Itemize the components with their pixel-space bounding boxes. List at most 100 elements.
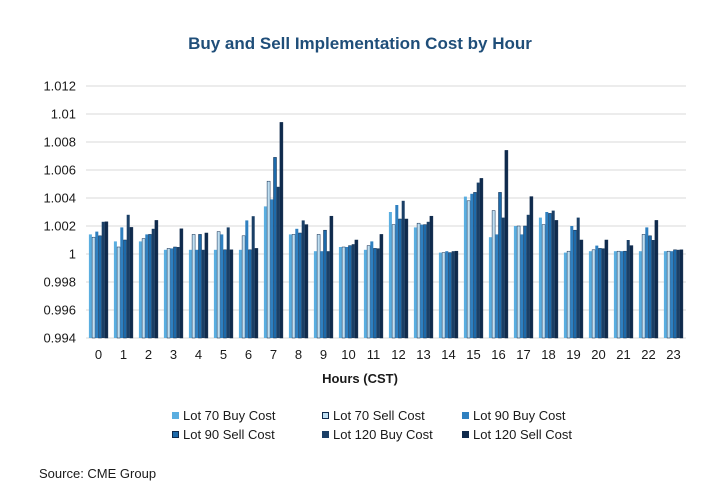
bar-lot-70-buy-cost-hour-11 — [363, 249, 367, 338]
bar-lot-120-buy-cost-hour-9 — [326, 251, 330, 338]
bar-lot-90-buy-cost-hour-12 — [395, 205, 399, 338]
bar-lot-70-sell-cost-hour-4 — [191, 234, 196, 339]
bar-lot-120-sell-cost-hour-11 — [379, 234, 384, 339]
x-tick-label: 17 — [516, 347, 530, 362]
x-tick-label: 23 — [666, 347, 680, 362]
bar-lot-70-buy-cost-hour-6 — [238, 249, 242, 338]
bar-lot-90-buy-cost-hour-14 — [445, 251, 449, 338]
bar-lot-70-buy-cost-hour-19 — [563, 252, 567, 338]
bar-lot-90-buy-cost-hour-16 — [495, 234, 499, 338]
bar-lot-120-buy-cost-hour-12 — [401, 200, 405, 338]
bar-lot-90-buy-cost-hour-4 — [195, 249, 199, 338]
bar-lot-90-buy-cost-hour-22 — [645, 227, 649, 338]
bar-lot-90-buy-cost-hour-21 — [620, 251, 624, 338]
bar-lot-90-sell-cost-hour-2 — [148, 234, 152, 339]
bar-lot-70-sell-cost-hour-23 — [666, 250, 671, 339]
bar-lot-120-sell-cost-hour-20 — [604, 239, 609, 339]
bar-lot-120-sell-cost-hour-23 — [679, 249, 684, 339]
bar-lot-90-buy-cost-hour-11 — [370, 241, 374, 338]
bar-lot-120-buy-cost-hour-7 — [276, 186, 280, 338]
bar-lot-90-buy-cost-hour-3 — [170, 248, 174, 338]
x-tick-label: 19 — [566, 347, 580, 362]
bar-lot-120-sell-cost-hour-6 — [254, 248, 259, 339]
bar-lot-70-sell-cost-hour-9 — [316, 234, 321, 339]
bar-lot-70-sell-cost-hour-21 — [616, 250, 621, 339]
bar-lot-90-sell-cost-hour-7 — [273, 157, 277, 339]
bar-lot-120-sell-cost-hour-0 — [104, 221, 109, 339]
bar-lot-70-sell-cost-hour-1 — [116, 246, 121, 339]
bar-lot-120-buy-cost-hour-6 — [251, 216, 255, 338]
x-tick-label: 1 — [120, 347, 127, 362]
bar-lot-120-buy-cost-hour-3 — [176, 247, 180, 338]
x-tick-label: 9 — [320, 347, 327, 362]
legend-item: Lot 120 Buy Cost — [322, 425, 462, 443]
bar-lot-120-buy-cost-hour-21 — [626, 240, 630, 338]
legend-swatch — [322, 411, 329, 419]
legend-label: Lot 70 Buy Cost — [183, 407, 276, 423]
bar-lot-70-buy-cost-hour-16 — [488, 237, 492, 338]
bar-lot-70-buy-cost-hour-23 — [663, 251, 667, 338]
bar-lot-120-sell-cost-hour-4 — [204, 232, 209, 339]
bar-lot-120-buy-cost-hour-2 — [151, 228, 155, 338]
bar-lot-90-buy-cost-hour-13 — [420, 224, 424, 338]
bar-lot-120-buy-cost-hour-23 — [676, 249, 680, 338]
bar-lot-70-buy-cost-hour-4 — [188, 249, 192, 338]
bar-lot-90-sell-cost-hour-12 — [398, 218, 402, 339]
x-axis-title: Hours (CST) — [322, 371, 398, 386]
y-tick-label: 1.006 — [43, 163, 76, 178]
y-tick-label: 0.994 — [43, 331, 76, 346]
source-note: Source: CME Group — [39, 466, 157, 481]
y-tick-label: 1.012 — [43, 79, 76, 94]
bar-lot-70-buy-cost-hour-17 — [513, 226, 517, 338]
bar-lot-120-sell-cost-hour-5 — [229, 249, 234, 339]
legend-item: Lot 90 Buy Cost — [462, 406, 612, 424]
bar-lot-120-sell-cost-hour-19 — [579, 239, 584, 339]
bar-lot-70-sell-cost-hour-2 — [141, 238, 146, 339]
bar-lot-120-sell-cost-hour-13 — [429, 215, 434, 339]
bar-lot-90-sell-cost-hour-1 — [123, 239, 127, 339]
bar-lot-90-sell-cost-hour-4 — [198, 234, 202, 339]
bar-lot-90-sell-cost-hour-10 — [348, 245, 352, 339]
bar-lot-120-sell-cost-hour-18 — [554, 220, 559, 339]
x-tick-label: 14 — [441, 347, 455, 362]
bar-lot-90-buy-cost-hour-9 — [320, 251, 324, 338]
bar-lot-70-sell-cost-hour-6 — [241, 235, 246, 339]
bar-lot-120-sell-cost-hour-7 — [279, 122, 284, 339]
bar-lot-70-sell-cost-hour-10 — [341, 246, 346, 339]
y-tick-label: 1 — [69, 247, 76, 262]
x-tick-label: 16 — [491, 347, 505, 362]
gridlines — [86, 85, 686, 339]
bar-lot-120-sell-cost-hour-1 — [129, 227, 134, 339]
bar-lot-90-sell-cost-hour-19 — [573, 229, 577, 339]
bar-lot-90-sell-cost-hour-0 — [98, 235, 102, 339]
bar-lot-120-buy-cost-hour-8 — [301, 220, 305, 338]
bar-lot-90-sell-cost-hour-15 — [473, 192, 477, 339]
bar-lot-70-sell-cost-hour-20 — [591, 249, 596, 339]
bar-lot-70-buy-cost-hour-15 — [463, 196, 467, 338]
bar-lot-70-sell-cost-hour-22 — [641, 234, 646, 339]
x-tick-label: 4 — [195, 347, 202, 362]
legend-item: Lot 70 Buy Cost — [172, 406, 322, 424]
bar-lot-90-sell-cost-hour-20 — [598, 248, 602, 339]
bar-lot-70-buy-cost-hour-21 — [613, 251, 617, 338]
bar-lot-90-sell-cost-hour-14 — [448, 252, 452, 339]
bar-lot-90-buy-cost-hour-2 — [145, 234, 149, 338]
bar-lot-90-buy-cost-hour-0 — [95, 231, 99, 338]
bar-lot-120-sell-cost-hour-15 — [479, 178, 484, 339]
bar-lot-70-sell-cost-hour-12 — [391, 224, 396, 339]
y-tick-label: 1.01 — [51, 107, 76, 122]
bar-lot-70-buy-cost-hour-10 — [338, 247, 342, 338]
bar-lot-120-buy-cost-hour-14 — [451, 251, 455, 338]
bar-lot-70-buy-cost-hour-1 — [113, 241, 117, 338]
bar-lot-120-buy-cost-hour-5 — [226, 227, 230, 338]
bar-lot-90-sell-cost-hour-18 — [548, 213, 552, 339]
bar-lot-70-sell-cost-hour-19 — [566, 250, 571, 339]
bar-lot-120-sell-cost-hour-9 — [329, 215, 334, 339]
bar-lot-70-buy-cost-hour-18 — [538, 217, 542, 338]
x-tick-label: 6 — [245, 347, 252, 362]
bar-lot-90-buy-cost-hour-6 — [245, 220, 249, 338]
x-tick-label: 15 — [466, 347, 480, 362]
chart-title: Buy and Sell Implementation Cost by Hour — [188, 34, 532, 53]
bar-lot-120-sell-cost-hour-17 — [529, 196, 534, 339]
bar-lot-70-buy-cost-hour-2 — [138, 241, 142, 338]
